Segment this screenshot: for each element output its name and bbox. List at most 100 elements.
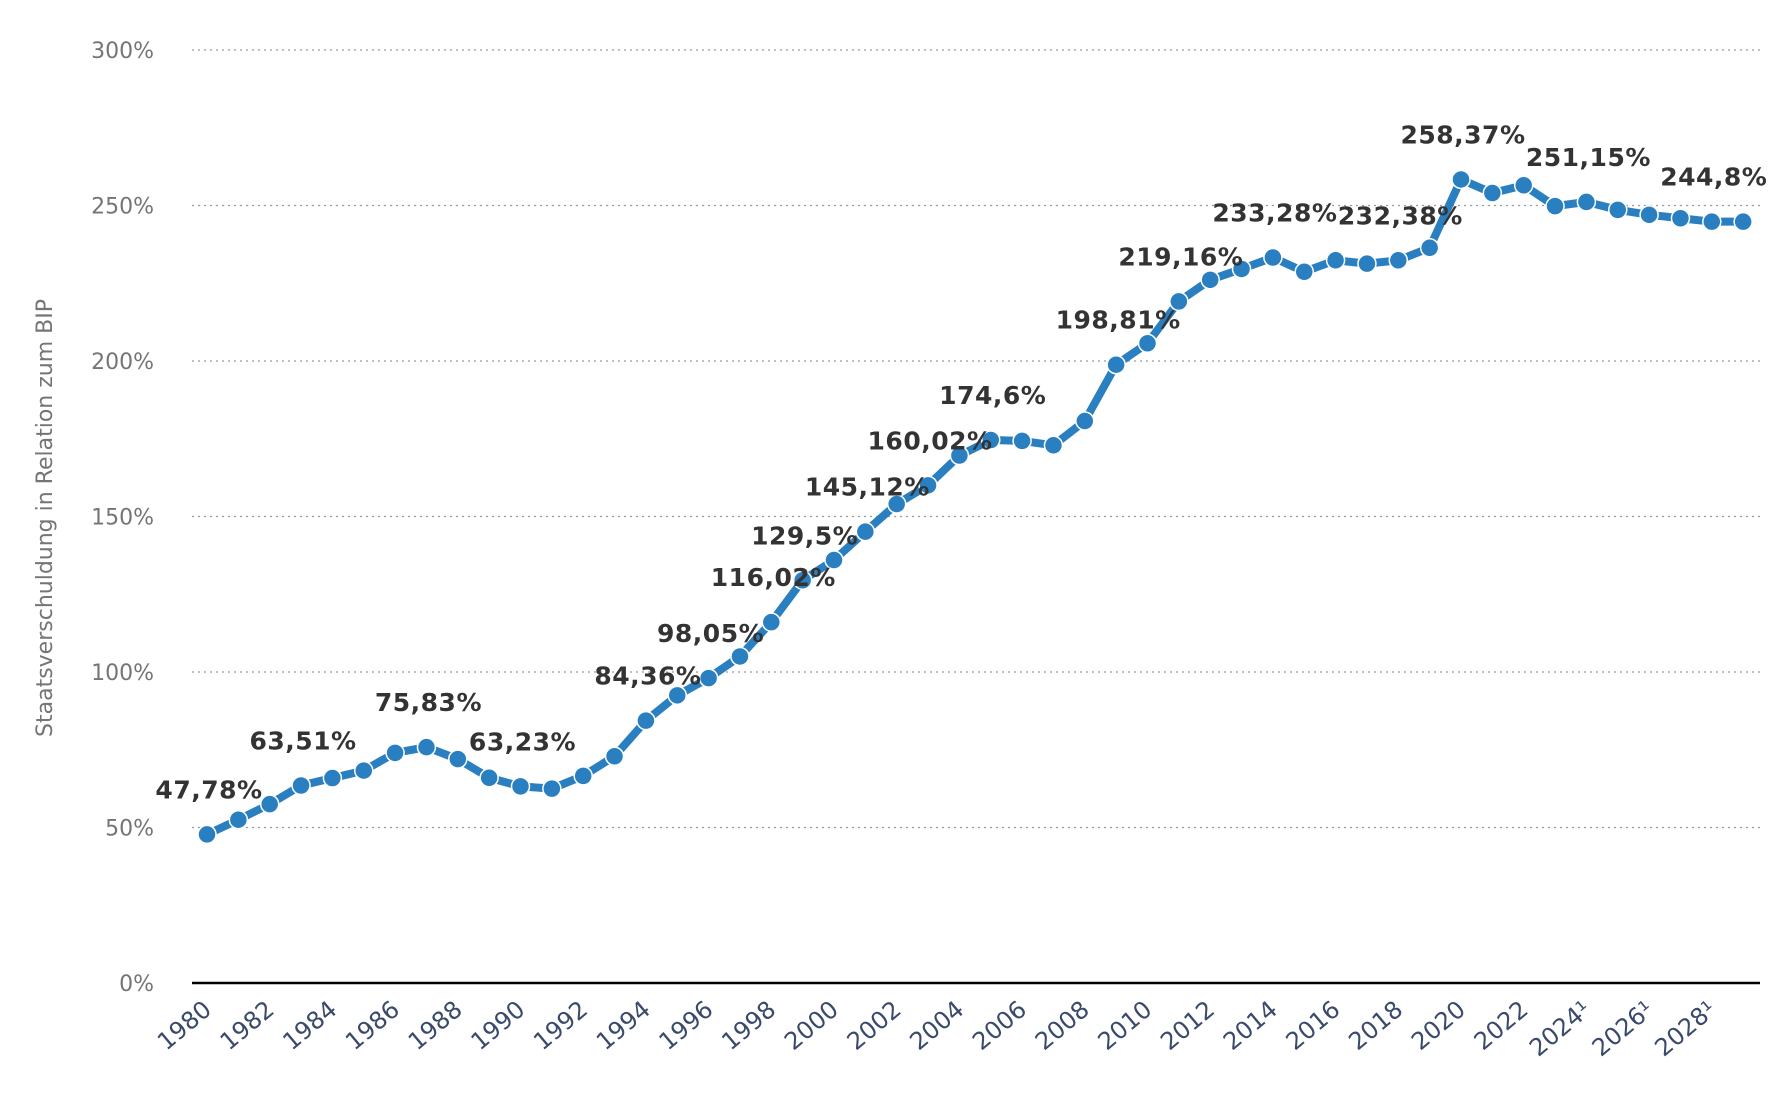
x-tick-label: 2020	[1406, 995, 1471, 1056]
data-point[interactable]	[667, 685, 687, 706]
x-tick-label: 2022	[1469, 995, 1534, 1056]
x-tick-label: 2002	[842, 995, 907, 1056]
data-label: 233,28%	[1212, 198, 1337, 227]
data-label: 244,8%	[1660, 163, 1767, 192]
data-point[interactable]	[792, 570, 813, 591]
data-label: 75,83%	[375, 688, 482, 717]
data-point[interactable]	[1608, 200, 1628, 220]
data-point[interactable]	[949, 445, 970, 466]
data-label: 251,15%	[1526, 143, 1651, 172]
x-tick-label: 1982	[215, 995, 280, 1056]
x-tick-label: 1988	[403, 995, 468, 1056]
y-tick-label: 50%	[105, 817, 154, 842]
x-tick-label: 1990	[466, 995, 531, 1056]
x-tick-label: 1980	[152, 995, 217, 1056]
data-point[interactable]	[573, 766, 593, 786]
data-point[interactable]	[1733, 211, 1753, 232]
data-point[interactable]	[1419, 238, 1440, 258]
data-point[interactable]	[1545, 196, 1565, 216]
data-label: 116,02%	[711, 563, 836, 592]
y-tick-label: 0%	[119, 972, 154, 997]
data-point[interactable]	[1012, 431, 1032, 451]
data-point[interactable]	[1075, 411, 1095, 431]
data-point[interactable]	[855, 521, 876, 542]
data-point[interactable]	[228, 809, 249, 830]
data-point[interactable]	[510, 776, 531, 797]
y-tick-label: 100%	[91, 661, 154, 686]
data-point[interactable]	[886, 494, 907, 514]
x-tick-label: 2016	[1281, 995, 1346, 1056]
data-point[interactable]	[291, 775, 311, 796]
x-tick-label: 1992	[528, 995, 593, 1056]
data-point[interactable]	[354, 760, 374, 781]
data-point[interactable]	[1357, 253, 1377, 274]
data-label: 232,38%	[1338, 201, 1463, 230]
data-point[interactable]	[416, 737, 437, 757]
data-point[interactable]	[1043, 435, 1064, 456]
data-label: 47,78%	[155, 775, 262, 804]
data-point[interactable]	[604, 746, 625, 767]
data-points	[197, 169, 1753, 845]
y-axis: 0% 50% 100% 150% 200% 250% 300%	[91, 39, 154, 997]
data-point[interactable]	[1106, 354, 1126, 375]
data-point[interactable]	[1169, 291, 1189, 312]
x-tick-label: 1994	[591, 995, 656, 1056]
x-tick-label: 2018	[1343, 995, 1408, 1056]
x-tick-label: 1984	[277, 995, 342, 1056]
y-axis-title: Staatsverschuldung in Relation zum BIP	[33, 299, 58, 737]
data-point[interactable]	[824, 550, 844, 570]
data-point[interactable]	[259, 794, 280, 814]
data-point[interactable]	[542, 778, 562, 799]
data-point[interactable]	[1137, 333, 1158, 354]
data-point[interactable]	[197, 824, 217, 845]
data-point[interactable]	[636, 710, 656, 731]
data-point[interactable]	[1513, 175, 1534, 196]
gridlines	[192, 49, 1760, 985]
x-tick-label: 2024¹	[1524, 995, 1596, 1062]
x-tick-label: 1998	[716, 995, 781, 1056]
data-point[interactable]	[322, 768, 343, 788]
data-point[interactable]	[479, 767, 499, 788]
data-label: 63,51%	[249, 726, 356, 755]
data-label: 63,23%	[469, 727, 576, 756]
x-tick-label: 2006	[967, 995, 1032, 1056]
data-point[interactable]	[1263, 247, 1283, 268]
x-tick-label: 2010	[1093, 995, 1158, 1056]
x-axis: 1980198219841986198819901992199419961998…	[152, 995, 1722, 1062]
data-point[interactable]	[1325, 250, 1346, 271]
series-line	[203, 175, 1748, 839]
data-label: 84,36%	[594, 662, 701, 691]
data-point[interactable]	[1482, 183, 1503, 203]
x-tick-label: 2008	[1030, 995, 1095, 1056]
data-label: 160,02%	[868, 426, 993, 455]
data-point[interactable]	[1451, 169, 1471, 190]
data-point[interactable]	[698, 668, 719, 688]
x-tick-label: 1996	[654, 995, 719, 1056]
data-point[interactable]	[1231, 259, 1252, 279]
data-point[interactable]	[1639, 205, 1659, 225]
data-label: 145,12%	[805, 473, 930, 502]
x-tick-label: 2026¹	[1587, 995, 1659, 1062]
y-tick-label: 200%	[91, 350, 154, 375]
data-point[interactable]	[1702, 211, 1722, 232]
data-label: 129,5%	[751, 521, 858, 550]
data-point[interactable]	[730, 646, 750, 667]
data-point[interactable]	[1576, 192, 1597, 212]
data-label: 98,05%	[657, 619, 764, 648]
data-label: 219,16%	[1118, 242, 1243, 271]
x-tick-label: 1986	[340, 995, 405, 1056]
x-tick-label: 2000	[779, 995, 844, 1056]
x-tick-label: 2004	[904, 995, 969, 1056]
data-point[interactable]	[1294, 261, 1314, 282]
data-point[interactable]	[1200, 270, 1220, 290]
data-point[interactable]	[761, 612, 782, 632]
data-point[interactable]	[448, 749, 468, 769]
data-point[interactable]	[981, 430, 1001, 450]
data-point[interactable]	[1388, 250, 1409, 271]
data-point[interactable]	[1670, 208, 1691, 229]
x-tick-label: 2014	[1218, 995, 1283, 1056]
data-point[interactable]	[385, 743, 405, 763]
y-tick-label: 150%	[91, 506, 154, 531]
data-point[interactable]	[918, 475, 938, 496]
